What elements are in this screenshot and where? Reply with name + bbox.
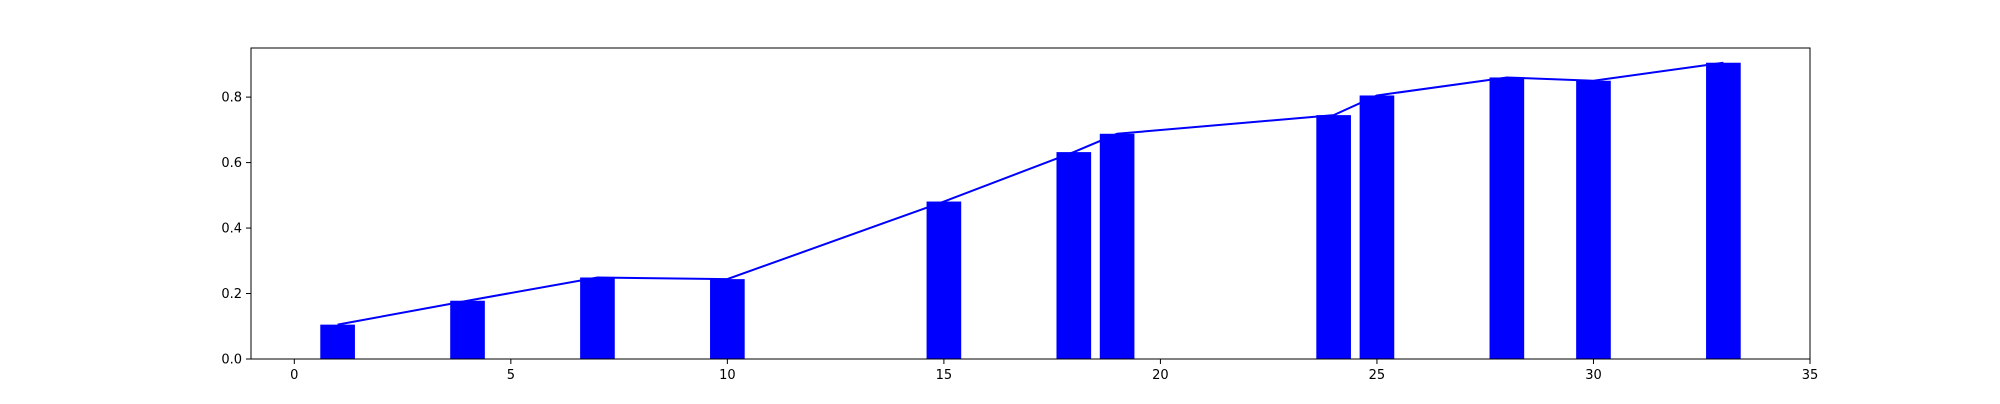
x-tick-label-0: 0 bbox=[290, 368, 298, 383]
bar-7 bbox=[1316, 115, 1351, 359]
x-tick-label-5: 25 bbox=[1369, 368, 1386, 383]
y-tick-label-3: 0.6 bbox=[221, 156, 242, 171]
ticks-layer: 0 5 10 15 20 25 30 35 0.0 0.2 0.4 0.6 0.8 bbox=[221, 91, 1818, 383]
bar-10 bbox=[1576, 80, 1611, 359]
x-tick-label-6: 30 bbox=[1585, 368, 1602, 383]
x-tick-label-3: 15 bbox=[936, 368, 953, 383]
y-tick-label-0: 0.0 bbox=[221, 353, 242, 368]
y-tick-label-1: 0.2 bbox=[221, 287, 242, 302]
x-tick-label-2: 10 bbox=[719, 368, 736, 383]
bar-2 bbox=[580, 277, 615, 359]
y-tick-label-2: 0.4 bbox=[221, 222, 242, 237]
bar-5 bbox=[1056, 152, 1092, 359]
line-layer bbox=[337, 61, 1724, 326]
bar-11 bbox=[1706, 62, 1741, 360]
bar-1 bbox=[450, 300, 485, 359]
bar-4 bbox=[926, 201, 962, 359]
line-series bbox=[337, 61, 1724, 326]
y-tick-label-4: 0.8 bbox=[221, 91, 242, 106]
x-tick-label-7: 35 bbox=[1802, 368, 1819, 383]
x-tick-label-4: 20 bbox=[1152, 368, 1169, 383]
bars-layer bbox=[320, 62, 1741, 360]
bar-9 bbox=[1489, 77, 1525, 359]
bar-8 bbox=[1359, 95, 1395, 360]
axes-layer bbox=[250, 47, 1811, 360]
bar-6 bbox=[1099, 133, 1135, 359]
plot-frame bbox=[250, 47, 1811, 360]
bar-3 bbox=[710, 279, 745, 359]
bar-0 bbox=[320, 324, 355, 359]
x-tick-label-1: 5 bbox=[507, 368, 515, 383]
